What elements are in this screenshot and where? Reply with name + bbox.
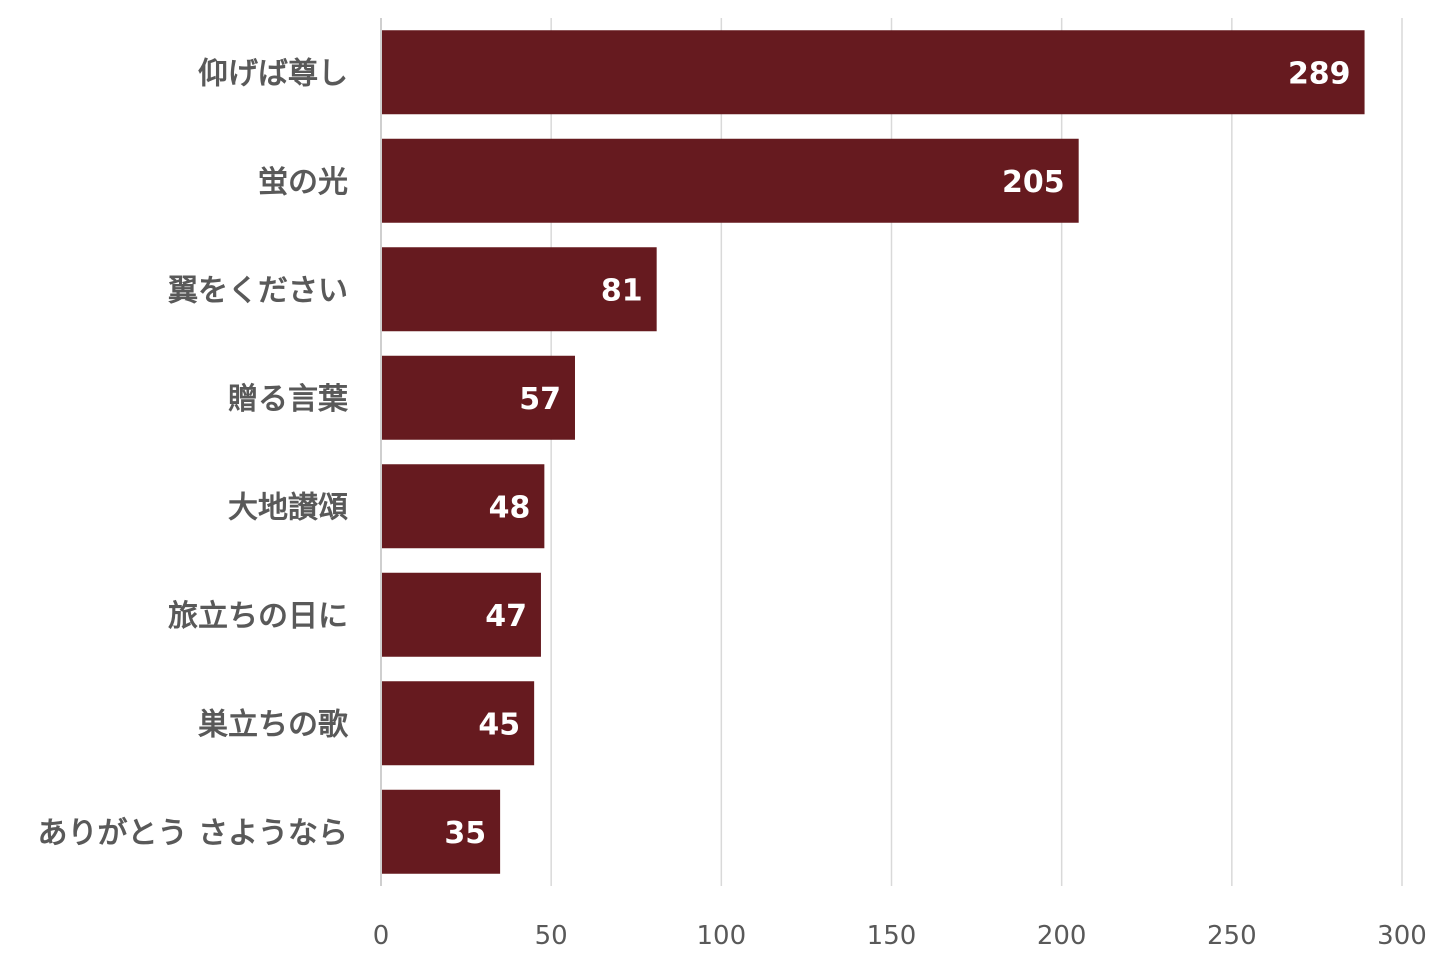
bar	[382, 572, 541, 657]
bar	[382, 355, 575, 440]
x-tick-label: 100	[697, 921, 747, 951]
data-label: 57	[519, 382, 561, 417]
bar	[382, 789, 501, 874]
data-label: 48	[489, 490, 531, 525]
x-tick-label: 300	[1377, 921, 1427, 951]
category-label: 仰げば尊し	[198, 56, 348, 91]
data-label: 45	[478, 707, 520, 742]
bar	[382, 464, 545, 549]
category-label: 翼をください	[168, 273, 348, 308]
bar	[382, 138, 1079, 223]
data-label: 81	[601, 273, 643, 308]
category-label: 巣立ちの歌	[198, 707, 349, 742]
category-label: 大地讃頌	[228, 490, 348, 525]
x-tick-label: 200	[1037, 921, 1087, 951]
x-tick-label: 250	[1207, 921, 1257, 951]
x-tick-label: 50	[535, 921, 568, 951]
x-tick-label: 0	[373, 921, 390, 951]
data-labels: 289 205 81 57 48 47 45 35	[444, 56, 1350, 851]
x-axis-tick-labels: 0 50 100 150 200 250 300	[373, 921, 1427, 951]
bar	[382, 247, 657, 332]
category-label: 蛍の光	[258, 165, 348, 200]
data-label: 35	[444, 816, 486, 851]
category-label: ありがとう さようなら	[38, 816, 348, 851]
x-tick-label: 150	[867, 921, 917, 951]
data-label: 47	[485, 599, 527, 634]
bars	[382, 30, 1365, 874]
category-label: 贈る言葉	[228, 382, 349, 417]
bar	[382, 681, 535, 766]
data-label: 289	[1288, 56, 1351, 91]
category-label: 旅立ちの日に	[168, 599, 348, 634]
bar	[382, 30, 1365, 115]
data-label: 205	[1002, 165, 1065, 200]
